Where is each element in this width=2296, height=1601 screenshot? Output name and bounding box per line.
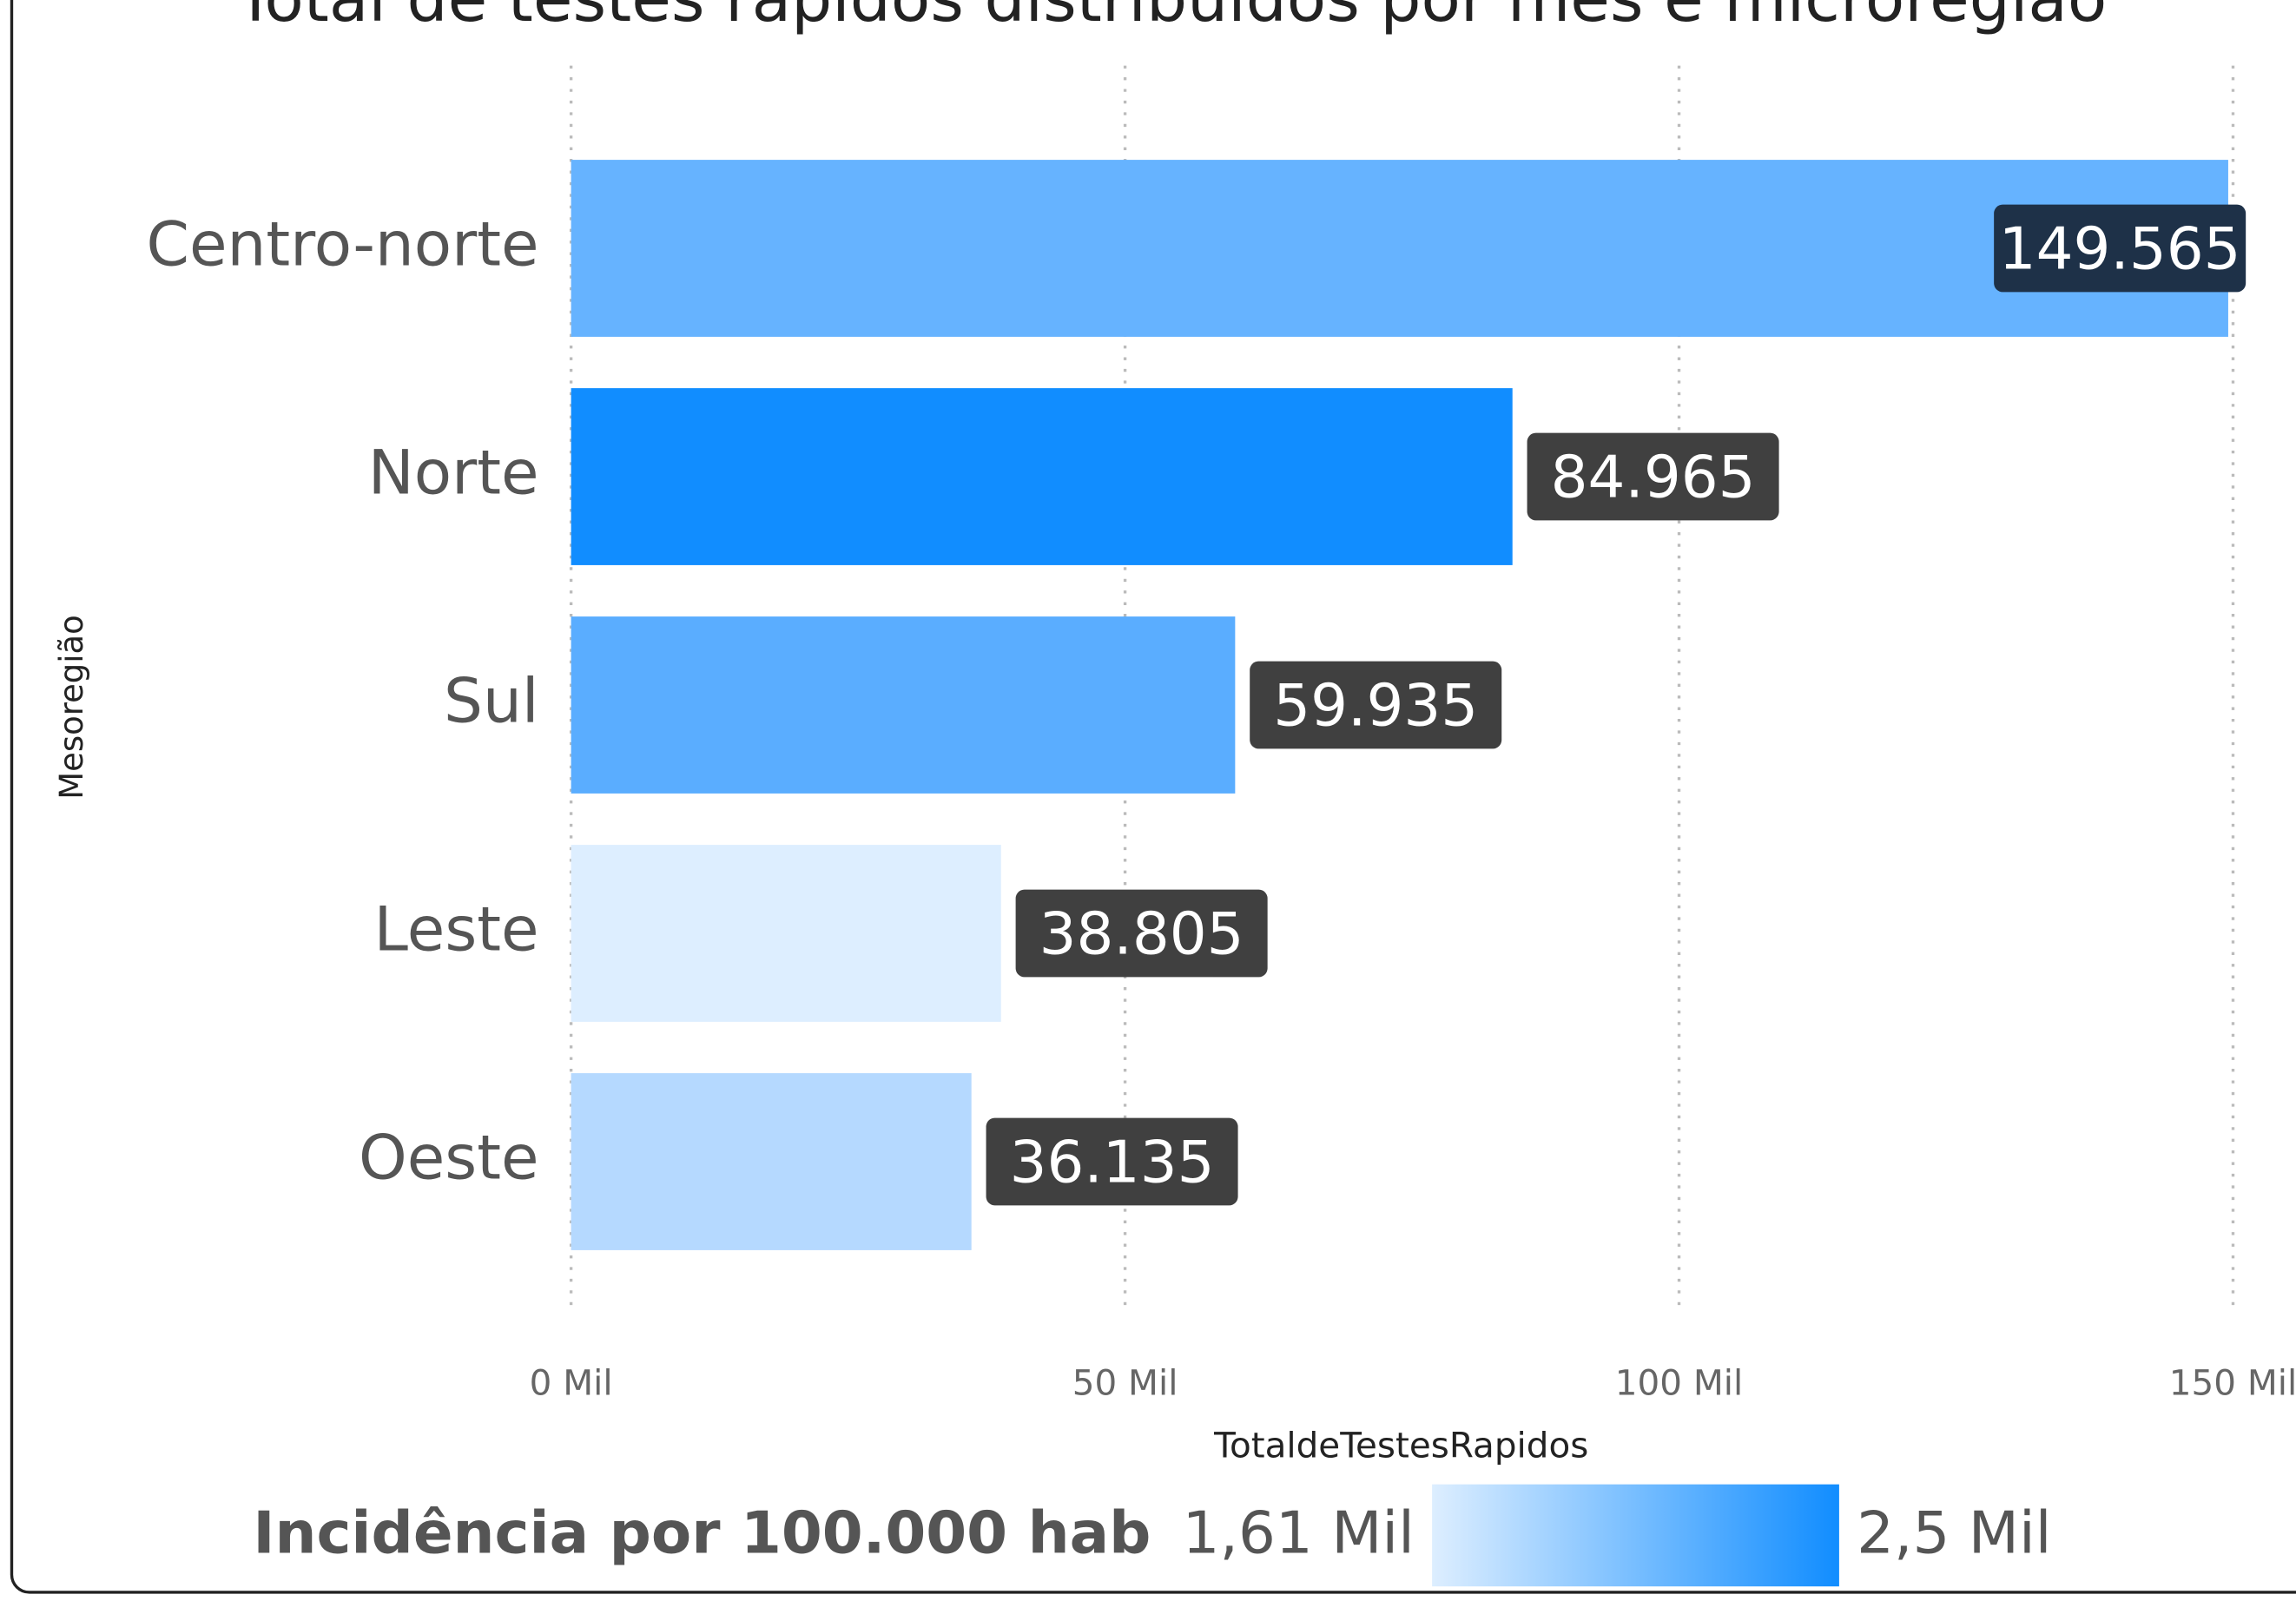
y-axis-label: Mesoregião — [53, 615, 90, 800]
legend-min: 1,61 Mil — [1183, 1499, 1415, 1567]
data-label: 38.805 — [1039, 900, 1244, 968]
bar — [571, 1073, 972, 1250]
data-label: 36.135 — [1010, 1129, 1215, 1196]
x-tick-label: 0 Mil — [530, 1362, 613, 1403]
legend-title: Incidência por 100.000 hab — [253, 1499, 1151, 1567]
data-label: 59.935 — [1273, 672, 1478, 740]
legend-gradient — [1432, 1484, 1839, 1587]
y-tick-label: Sul — [444, 665, 538, 737]
chart-title: Total de testes rápidos distribuídos por… — [235, 0, 2108, 36]
frame — [10, 0, 2296, 1594]
y-tick-label: Centro-norte — [147, 208, 539, 280]
y-tick-label: Norte — [368, 437, 539, 509]
data-label: 149.565 — [1999, 215, 2241, 283]
data-label-box — [1250, 661, 1502, 749]
bar — [571, 160, 2228, 337]
bar — [571, 845, 1001, 1022]
x-tick-label: 100 Mil — [1615, 1362, 1743, 1403]
y-tick-label: Leste — [374, 893, 539, 965]
y-tick-label: Oeste — [359, 1122, 538, 1194]
data-label: 84.965 — [1551, 444, 1756, 511]
bar — [571, 616, 1236, 794]
data-label-box — [986, 1117, 1238, 1206]
bar — [571, 388, 1513, 565]
x-tick-label: 50 Mil — [1072, 1362, 1178, 1403]
x-axis-label: TotaldeTestesRapidos — [1213, 1426, 1588, 1466]
data-label-box — [1527, 432, 1779, 521]
data-label-box — [1015, 889, 1268, 978]
data-label-box — [1994, 204, 2247, 293]
legend-max: 2,5 Mil — [1857, 1499, 2051, 1567]
x-tick-label: 150 Mil — [2169, 1362, 2296, 1403]
